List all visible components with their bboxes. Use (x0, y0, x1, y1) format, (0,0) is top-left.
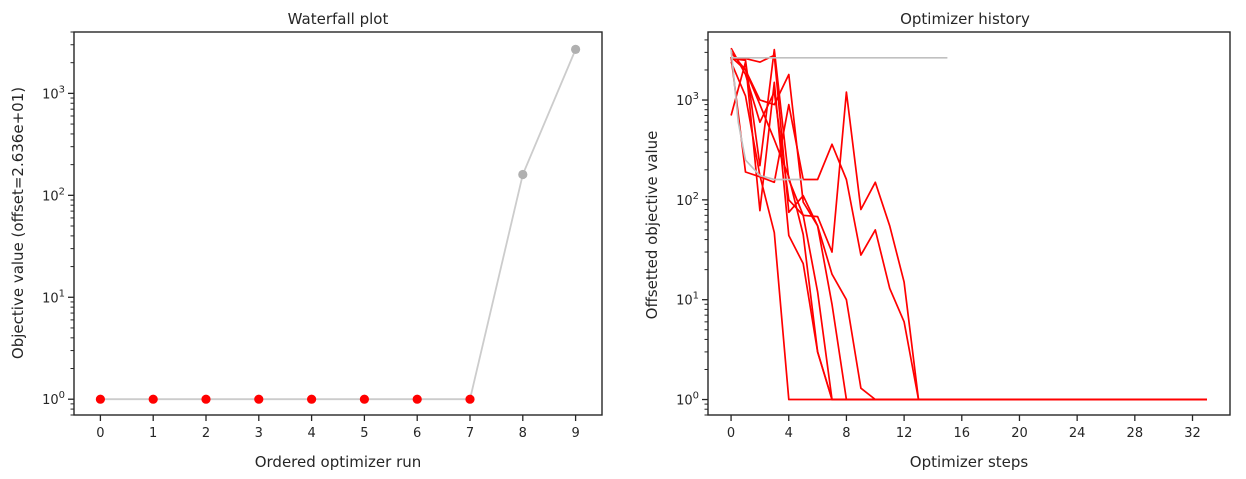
history-series-line (730, 51, 1207, 401)
history-series-line (730, 56, 1150, 401)
history-y-ticks: 100 101 102 103 (676, 39, 708, 416)
x-tick-label: 2 (202, 426, 210, 441)
y-tick-label: 103 (676, 91, 699, 109)
history-title: Optimizer history (900, 10, 1030, 28)
waterfall-x-label: Ordered optimizer run (255, 453, 422, 471)
y-tick-label: 102 (676, 191, 699, 209)
x-tick-label: 0 (727, 426, 735, 441)
x-tick-label: 0 (96, 426, 104, 441)
x-tick-label: 16 (954, 426, 971, 441)
waterfall-line (100, 49, 577, 401)
waterfall-point (412, 394, 422, 404)
y-tick-label: 102 (42, 186, 65, 204)
waterfall-title: Waterfall plot (288, 10, 389, 28)
history-frame (707, 31, 1231, 416)
history-series-line (731, 54, 1207, 401)
x-tick-label: 32 (1184, 426, 1201, 441)
history-plot-area (730, 47, 1207, 401)
x-tick-label: 12 (896, 426, 913, 441)
x-tick-label: 4 (785, 426, 793, 441)
y-tick-label: 100 (42, 390, 65, 408)
history-x-label: Optimizer steps (910, 453, 1029, 471)
x-tick-label: 20 (1011, 426, 1028, 441)
waterfall-point (359, 394, 369, 404)
waterfall-chart: Waterfall plot 0 1 2 3 4 5 6 7 8 9 100 101 102 103 O… (9, 10, 603, 471)
x-tick-label: 7 (466, 426, 474, 441)
history-x-ticks: 0 4 8 12 16 20 24 28 32 (727, 415, 1201, 441)
x-tick-label: 28 (1127, 426, 1144, 441)
waterfall-y-ticks: 100 101 102 103 (42, 31, 74, 416)
x-tick-label: 1 (149, 426, 157, 441)
x-tick-label: 4 (307, 426, 315, 441)
optimizer-history-chart: Optimizer history 0 4 8 12 16 20 24 28 32 100 101… (643, 10, 1231, 471)
waterfall-point (571, 44, 581, 55)
waterfall-y-label: Objective value (offset=2.636e+01) (9, 87, 27, 359)
x-tick-label: 8 (519, 426, 527, 441)
waterfall-point (254, 394, 264, 404)
x-tick-label: 3 (255, 426, 263, 441)
waterfall-point (201, 394, 211, 404)
y-tick-label: 101 (676, 291, 699, 309)
waterfall-point (465, 394, 475, 404)
history-series-line (730, 47, 1207, 401)
history-series-line (731, 48, 1207, 401)
waterfall-plot-area (95, 44, 581, 404)
x-tick-label: 5 (360, 426, 368, 441)
x-tick-label: 8 (842, 426, 850, 441)
y-tick-label: 100 (676, 391, 699, 409)
x-tick-label: 9 (571, 426, 579, 441)
waterfall-frame (73, 31, 603, 416)
x-tick-label: 24 (1069, 426, 1086, 441)
y-tick-label: 101 (42, 288, 65, 306)
y-tick-label: 103 (42, 84, 65, 102)
x-tick-label: 6 (413, 426, 421, 441)
waterfall-x-ticks: 0 1 2 3 4 5 6 7 8 9 (96, 415, 580, 441)
waterfall-point (148, 394, 158, 404)
waterfall-point (518, 169, 528, 180)
history-y-label: Offsetted objective value (643, 131, 661, 320)
waterfall-point (307, 394, 317, 404)
waterfall-point (95, 394, 105, 404)
history-series-line (730, 49, 804, 181)
